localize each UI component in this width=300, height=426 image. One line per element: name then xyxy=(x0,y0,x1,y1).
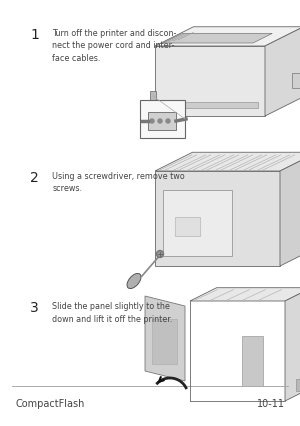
Text: 10-11: 10-11 xyxy=(257,397,285,408)
Text: Using a screwdriver, remove two
screws.: Using a screwdriver, remove two screws. xyxy=(52,171,185,193)
Ellipse shape xyxy=(127,274,141,289)
Bar xyxy=(175,218,200,236)
Bar xyxy=(140,101,185,139)
Bar xyxy=(150,92,156,102)
Text: CompactFlash: CompactFlash xyxy=(15,397,84,408)
Polygon shape xyxy=(155,28,300,47)
Polygon shape xyxy=(285,288,300,401)
Polygon shape xyxy=(145,296,185,381)
Bar xyxy=(148,113,176,131)
Polygon shape xyxy=(155,172,280,266)
Bar xyxy=(160,103,258,109)
Text: Slide the panel slightly to the
down and lift it off the printer.: Slide the panel slightly to the down and… xyxy=(52,301,173,323)
Circle shape xyxy=(158,253,162,256)
Text: 3: 3 xyxy=(30,300,39,314)
Bar xyxy=(163,190,232,256)
Circle shape xyxy=(150,120,154,124)
Bar xyxy=(242,336,263,386)
Circle shape xyxy=(157,251,164,258)
Polygon shape xyxy=(163,35,272,44)
Polygon shape xyxy=(155,47,265,117)
Text: 1: 1 xyxy=(30,28,39,42)
Bar xyxy=(296,379,300,391)
Bar xyxy=(292,74,300,89)
Text: 2: 2 xyxy=(30,170,39,184)
Polygon shape xyxy=(280,153,300,266)
Bar xyxy=(152,319,177,364)
Circle shape xyxy=(158,120,162,124)
Circle shape xyxy=(166,120,170,124)
Polygon shape xyxy=(265,28,300,117)
Polygon shape xyxy=(155,153,300,172)
Polygon shape xyxy=(190,288,300,301)
Text: Turn off the printer and discon-
nect the power cord and inter-
face cables.: Turn off the printer and discon- nect th… xyxy=(52,29,177,63)
